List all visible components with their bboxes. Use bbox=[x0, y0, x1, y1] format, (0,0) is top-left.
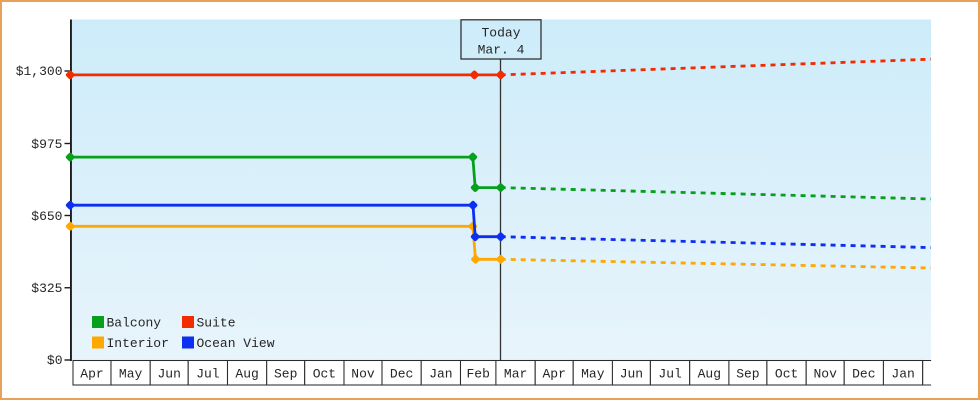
svg-text:May: May bbox=[581, 366, 605, 381]
svg-text:Ocean View: Ocean View bbox=[197, 336, 275, 351]
svg-text:Today: Today bbox=[481, 26, 520, 41]
svg-text:Feb: Feb bbox=[466, 366, 489, 381]
svg-text:$325: $325 bbox=[31, 281, 62, 296]
svg-text:Jan: Jan bbox=[891, 366, 914, 381]
svg-text:Aug: Aug bbox=[235, 366, 258, 381]
svg-text:Suite: Suite bbox=[197, 316, 236, 331]
svg-text:Balcony: Balcony bbox=[107, 316, 162, 331]
svg-text:Apr: Apr bbox=[542, 366, 565, 381]
svg-text:Oct: Oct bbox=[775, 366, 798, 381]
svg-text:$1,300: $1,300 bbox=[16, 64, 63, 79]
svg-text:Nov: Nov bbox=[351, 366, 375, 381]
svg-text:Interior: Interior bbox=[107, 336, 169, 351]
svg-text:Oct: Oct bbox=[313, 366, 336, 381]
svg-text:Dec: Dec bbox=[390, 366, 413, 381]
svg-text:Jul: Jul bbox=[658, 366, 682, 381]
svg-text:Mar: Mar bbox=[504, 366, 527, 381]
svg-text:Dec: Dec bbox=[852, 366, 875, 381]
svg-text:Jun: Jun bbox=[157, 366, 180, 381]
svg-text:Sep: Sep bbox=[274, 366, 297, 381]
svg-text:Nov: Nov bbox=[813, 366, 837, 381]
svg-text:$650: $650 bbox=[31, 209, 62, 224]
svg-text:$975: $975 bbox=[31, 137, 62, 152]
svg-text:Sep: Sep bbox=[736, 366, 759, 381]
svg-text:Apr: Apr bbox=[80, 366, 103, 381]
svg-text:Jun: Jun bbox=[620, 366, 643, 381]
svg-text:$0: $0 bbox=[47, 353, 63, 368]
svg-text:Mar. 4: Mar. 4 bbox=[478, 43, 525, 58]
svg-text:Jan: Jan bbox=[429, 366, 452, 381]
svg-text:May: May bbox=[119, 366, 143, 381]
svg-text:Jul: Jul bbox=[196, 366, 220, 381]
svg-text:Aug: Aug bbox=[698, 366, 721, 381]
